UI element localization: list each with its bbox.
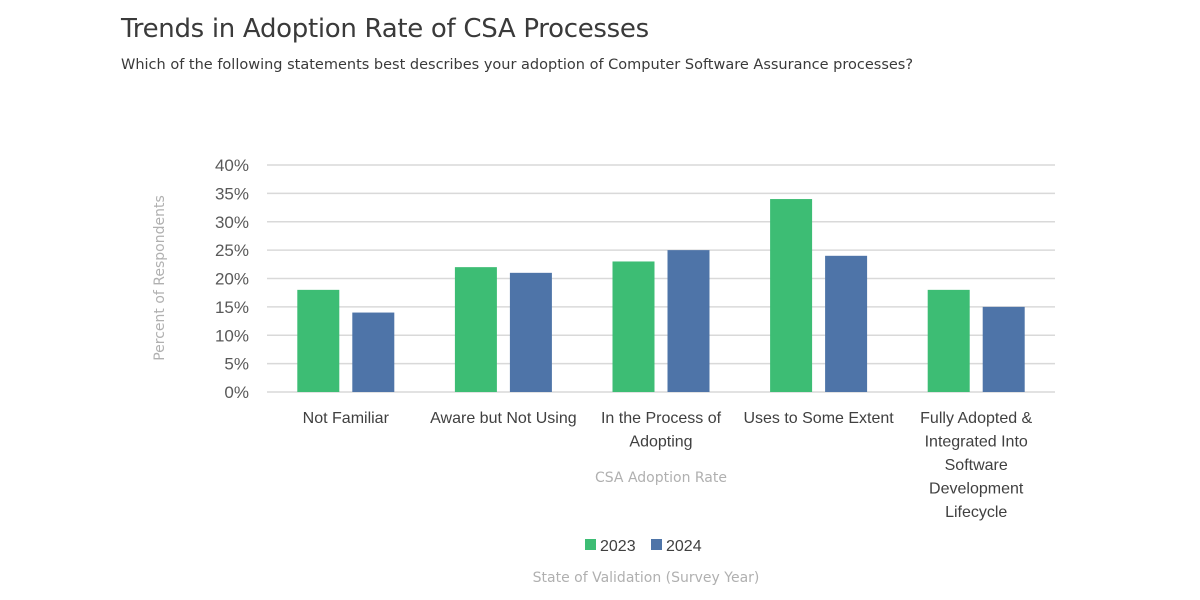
y-tick-label: 40%: [215, 156, 249, 175]
x-tick-label: Lifecycle: [945, 504, 1007, 521]
x-tick-label: Development: [929, 481, 1024, 498]
bar-2023: [927, 289, 970, 392]
x-tick-label: Software: [945, 457, 1008, 474]
bar-2024: [509, 272, 552, 392]
x-tick-label: Fully Adopted &: [920, 410, 1032, 427]
bar-2023: [770, 199, 813, 392]
bar-2024: [825, 255, 868, 392]
legend-title: State of Validation (Survey Year): [533, 570, 760, 586]
y-tick-label: 35%: [215, 184, 249, 203]
chart-subtitle: Which of the following statements best d…: [121, 57, 914, 73]
y-tick-label: 0%: [224, 383, 249, 402]
y-tick-label: 5%: [224, 355, 249, 374]
legend-label: 2023: [600, 538, 636, 555]
x-tick-label: Integrated Into: [925, 434, 1028, 451]
x-tick-label: Aware but Not Using: [430, 410, 576, 427]
chart-title: Trends in Adoption Rate of CSA Processes: [121, 14, 649, 44]
x-tick-label: Not Familiar: [303, 410, 390, 427]
x-tick-label: Adopting: [629, 434, 692, 451]
x-tick-label: In the Process of: [601, 410, 722, 427]
y-axis-label: Percent of Respondents: [152, 195, 168, 361]
bar-2023: [297, 289, 340, 392]
x-tick-label: Uses to Some Extent: [743, 410, 894, 427]
y-tick-label: 25%: [215, 241, 249, 260]
y-tick-label: 30%: [215, 213, 249, 232]
bar-2024: [352, 312, 395, 392]
bar-2024: [982, 306, 1025, 392]
legend-swatch-2024: [651, 539, 662, 550]
bar-2023: [454, 267, 497, 392]
legend-swatch-2023: [585, 539, 596, 550]
legend-label: 2024: [666, 538, 702, 555]
y-tick-label: 20%: [215, 270, 249, 289]
y-tick-label: 15%: [215, 298, 249, 317]
bar-2024: [667, 250, 710, 392]
x-axis-label: CSA Adoption Rate: [595, 470, 727, 486]
y-tick-label: 10%: [215, 326, 249, 345]
bar-2023: [612, 261, 655, 392]
